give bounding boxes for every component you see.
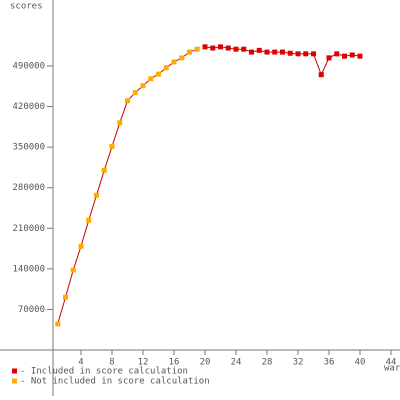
point xyxy=(303,51,309,57)
point xyxy=(311,51,316,57)
legend-label: - Not included in score calculation xyxy=(20,377,210,387)
x-tick-label: 24 xyxy=(231,358,242,368)
point xyxy=(334,51,340,57)
point xyxy=(86,217,92,223)
point xyxy=(163,65,169,71)
point xyxy=(171,59,177,65)
x-tick-label: 36 xyxy=(324,358,335,368)
point xyxy=(101,167,107,173)
point xyxy=(70,267,76,273)
point xyxy=(349,52,355,58)
point xyxy=(202,44,208,50)
point xyxy=(218,44,223,50)
x-axis-label: war xyxy=(384,364,400,374)
y-tick-label: 70000 xyxy=(18,305,45,315)
point xyxy=(318,72,324,78)
point xyxy=(233,46,239,52)
y-axis-label: scores xyxy=(10,2,43,12)
point xyxy=(280,49,285,55)
y-tick-label: 420000 xyxy=(12,102,45,112)
y-tick-label: 140000 xyxy=(12,264,45,274)
x-tick-label: 40 xyxy=(355,358,366,368)
point xyxy=(210,45,216,51)
point xyxy=(109,144,115,150)
legend-swatch xyxy=(12,368,17,374)
point xyxy=(55,321,61,327)
x-tick-label: 44 xyxy=(386,358,397,368)
point xyxy=(148,76,154,82)
y-tick-label: 350000 xyxy=(12,143,45,153)
point xyxy=(225,45,231,51)
point xyxy=(295,51,301,57)
point xyxy=(187,49,192,55)
point xyxy=(125,98,130,104)
point xyxy=(179,55,185,61)
point xyxy=(287,50,293,56)
legend-swatch xyxy=(12,378,17,384)
point xyxy=(264,49,270,55)
point xyxy=(156,71,161,77)
point xyxy=(272,49,278,55)
point xyxy=(342,53,347,59)
x-tick-label: 32 xyxy=(293,358,304,368)
y-tick-label: 490000 xyxy=(12,62,45,72)
series-line xyxy=(57,48,198,325)
x-tick-label: 4 xyxy=(78,358,83,368)
x-tick-label: 8 xyxy=(109,358,114,368)
point xyxy=(63,294,68,300)
point xyxy=(117,120,123,126)
point xyxy=(140,83,146,89)
y-tick-label: 280000 xyxy=(12,183,45,193)
x-tick-label: 28 xyxy=(262,358,273,368)
point xyxy=(241,46,247,52)
point xyxy=(326,55,332,61)
point xyxy=(249,49,254,55)
point xyxy=(256,47,262,53)
x-tick-label: 20 xyxy=(200,358,211,368)
x-tick-label: 12 xyxy=(138,358,149,368)
point xyxy=(94,192,99,198)
point xyxy=(78,243,84,249)
point xyxy=(132,90,138,96)
y-tick-label: 210000 xyxy=(12,224,45,234)
point xyxy=(194,46,200,52)
legend-label: - Included in score calculation xyxy=(20,367,188,377)
x-tick-label: 16 xyxy=(169,358,180,368)
point xyxy=(357,53,363,59)
